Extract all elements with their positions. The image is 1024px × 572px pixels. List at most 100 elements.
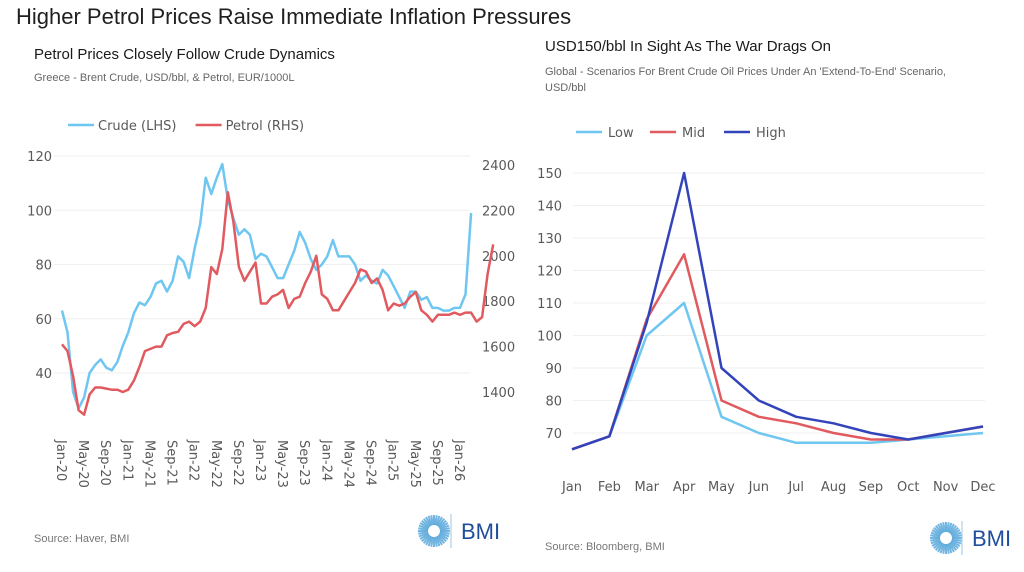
logo-ray xyxy=(418,524,429,530)
logo-ray xyxy=(947,522,953,533)
logo-ray xyxy=(422,518,431,528)
logo-ray xyxy=(939,543,945,554)
logo-ray xyxy=(435,536,441,547)
left-y-tick-label: 100 xyxy=(27,204,52,219)
right-y-tick-label: 2400 xyxy=(482,159,515,174)
logo-ray xyxy=(421,519,431,528)
logo-ray xyxy=(946,522,950,533)
logo-ray xyxy=(419,533,430,540)
logo-ray xyxy=(933,526,943,535)
logo-ray xyxy=(439,532,450,538)
right-y-tick-label: 150 xyxy=(537,167,562,182)
logo-ray xyxy=(951,539,962,545)
right-y-tick-label: 70 xyxy=(545,427,562,442)
left-x-tick-label: May-23 xyxy=(274,440,289,488)
logo-ray xyxy=(436,535,443,546)
right-x-tick-label: Jan xyxy=(561,480,582,495)
left-y-tick-label: 80 xyxy=(35,259,52,274)
left-x-tick-label: Jan-25 xyxy=(385,439,400,481)
right-y-tick-label: 80 xyxy=(545,395,562,410)
logo-ray xyxy=(950,529,961,536)
logo-ray xyxy=(949,526,959,535)
logo-ray xyxy=(421,534,431,543)
logo-ray xyxy=(930,538,941,542)
logo-ray xyxy=(951,534,962,538)
left-x-tick-label: Jan-23 xyxy=(252,439,267,481)
logo-ray xyxy=(942,522,946,533)
logo-ray xyxy=(439,527,450,531)
left-chart-title: Petrol Prices Closely Follow Crude Dynam… xyxy=(34,46,335,63)
logo-ray xyxy=(434,515,438,526)
right-y-tick-label: 120 xyxy=(537,265,562,280)
right-y-tick-label: 1600 xyxy=(482,341,515,356)
left-x-tick-label: May-22 xyxy=(208,440,223,488)
left-x-tick-label: Sep-22 xyxy=(230,440,245,486)
logo-ray xyxy=(933,541,943,550)
series-line-high xyxy=(571,171,984,451)
left-x-tick-label: Jan-20 xyxy=(53,439,68,481)
series-line-low xyxy=(571,301,984,451)
logo-ray xyxy=(948,523,955,534)
logo-ray xyxy=(437,519,447,528)
left-chart-subtitle: Greece - Brent Crude, USD/bbl, & Petrol,… xyxy=(34,72,295,84)
right-x-tick-label: Dec xyxy=(970,480,995,495)
logo-ray xyxy=(948,542,955,553)
logo-ray xyxy=(430,536,434,547)
bmi-logo-right: BMI xyxy=(930,521,1011,555)
right-x-tick-label: Aug xyxy=(821,480,846,495)
right-chart-source: Source: Bloomberg, BMI xyxy=(545,541,665,553)
left-y-tick-label: 40 xyxy=(35,367,52,382)
logo-ray xyxy=(949,541,958,551)
right-x-tick-label: Jul xyxy=(787,480,804,495)
logo-ray xyxy=(430,515,434,526)
logo-ray xyxy=(437,534,446,544)
right-chart-title: USD150/bbl In Sight As The War Drags On xyxy=(545,38,831,55)
left-x-tick-label: May-25 xyxy=(407,440,422,488)
left-x-tick-label: Sep-23 xyxy=(296,440,311,486)
logo-ray xyxy=(418,532,429,538)
left-chart-source: Source: Haver, BMI xyxy=(34,533,130,545)
right-y-tick-label: 90 xyxy=(545,362,562,377)
logo-ray xyxy=(425,535,432,546)
logo-ray xyxy=(947,543,953,554)
left-x-tick-label: Sep-25 xyxy=(429,440,444,486)
right-y-tick-label: 2200 xyxy=(482,204,515,219)
right-y-tick-label: 100 xyxy=(537,330,562,345)
logo-ray xyxy=(427,536,433,547)
logo-ray xyxy=(437,534,447,543)
logo-ray xyxy=(949,525,958,535)
bmi-wordmark: BMI xyxy=(972,526,1011,551)
logo-ray xyxy=(946,543,950,554)
logo-ray xyxy=(427,515,433,526)
right-y-tick-label: 140 xyxy=(537,200,562,215)
logo-ray xyxy=(438,533,449,540)
right-y-tick-label: 1800 xyxy=(482,295,515,310)
right-x-tick-label: Oct xyxy=(897,480,919,495)
right-x-tick-label: Mar xyxy=(634,480,659,495)
left-x-tick-label: Jan-21 xyxy=(119,439,134,481)
right-x-tick-label: Feb xyxy=(598,480,621,495)
logo-ray xyxy=(942,543,946,554)
right-x-tick-label: Nov xyxy=(933,480,959,495)
legend-label: Petrol (RHS) xyxy=(226,119,304,134)
logo-ray xyxy=(951,538,962,542)
logo-ray xyxy=(437,518,446,528)
page-title: Higher Petrol Prices Raise Immediate Inf… xyxy=(16,4,572,29)
series-line-petrol-rhs xyxy=(61,190,495,416)
right-y-tick-label: 2000 xyxy=(482,250,515,265)
right-x-tick-label: Jun xyxy=(748,480,769,495)
logo-ray xyxy=(950,540,961,547)
legend-label: Crude (LHS) xyxy=(98,119,176,134)
logo-ray xyxy=(931,529,942,536)
left-y-tick-label: 120 xyxy=(27,150,52,165)
left-x-tick-label: Sep-24 xyxy=(363,440,378,486)
logo-ray xyxy=(418,527,429,531)
logo-ray xyxy=(930,531,941,537)
logo-ray xyxy=(937,542,944,553)
logo-ray xyxy=(419,522,430,529)
logo-ray xyxy=(930,539,941,545)
logo-ray xyxy=(434,536,438,547)
logo-ray xyxy=(425,516,432,527)
logo-center xyxy=(429,526,439,536)
